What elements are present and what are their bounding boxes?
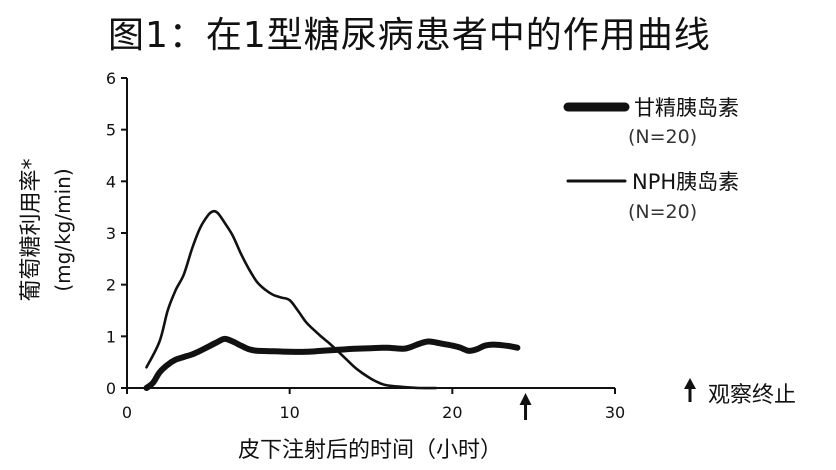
y-ticks: 0 1 2 3 4 5 6 (106, 69, 127, 398)
y-tick-label-2: 2 (106, 276, 116, 295)
y-tick-label-4: 4 (106, 172, 116, 191)
y-tick-label-6: 6 (106, 69, 116, 88)
y-tick-label-5: 5 (106, 121, 116, 140)
chart-title: 图1：在1型糖尿病患者中的作用曲线 (108, 15, 711, 56)
x-ticks: 0 10 20 30 (122, 388, 625, 422)
observation-end-annotation: 观察终止 (519, 378, 796, 420)
series-layer (143, 209, 521, 391)
x-tick-label-10: 10 (279, 403, 299, 422)
legend-sub-series-1: (N=20) (628, 126, 697, 148)
legend-arrow-icon (684, 378, 696, 402)
observation-end-arrow-icon (519, 393, 532, 420)
observation-end-label: 观察终止 (708, 383, 796, 408)
y-tick-label-0: 0 (106, 379, 116, 398)
y-axis-title: 葡萄糖利用率* (19, 158, 44, 301)
legend: 甘精胰岛素 (N=20) NPH胰岛素 (N=20) (563, 96, 739, 223)
legend-label-series-2: NPH胰岛素 (632, 170, 739, 194)
legend-label-series-1: 甘精胰岛素 (634, 96, 739, 120)
x-tick-label-0: 0 (122, 403, 132, 422)
y-axis-unit: (mg/kg/min) (51, 168, 75, 291)
series-line-2 (145, 209, 438, 390)
x-tick-label-20: 20 (442, 403, 462, 422)
legend-sub-series-2: (N=20) (628, 201, 697, 223)
x-tick-label-30: 30 (605, 403, 625, 422)
y-tick-label-3: 3 (106, 224, 116, 243)
x-axis-title: 皮下注射后的时间（小时） (238, 438, 502, 463)
axes (126, 78, 615, 389)
y-tick-label-1: 1 (106, 327, 116, 346)
series-line-1 (143, 335, 521, 391)
